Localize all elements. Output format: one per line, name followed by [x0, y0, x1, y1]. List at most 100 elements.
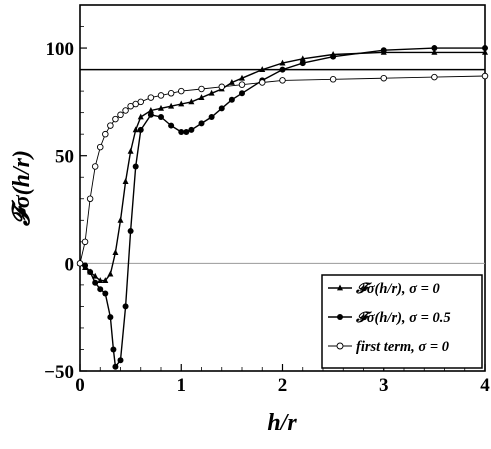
data-point-filled-circle [218, 105, 225, 112]
data-point-triangle [228, 79, 235, 85]
data-point-filled-circle [92, 279, 99, 286]
data-point-triangle [122, 178, 129, 184]
data-point-filled-circle [102, 290, 109, 297]
data-point-filled-circle [380, 47, 387, 54]
data-point-triangle [168, 102, 175, 109]
data-point-open-circle [112, 115, 119, 123]
data-point-filled-circle [208, 113, 215, 120]
data-point-triangle [92, 272, 99, 279]
data-point-filled-circle [330, 53, 337, 60]
data-point-filled-circle [178, 129, 185, 136]
data-point-open-circle [481, 72, 489, 80]
data-point-open-circle [137, 98, 144, 106]
data-point-open-circle [167, 90, 175, 97]
legend: 𝓕σ(h/r), σ = 0 𝓕σ(h/r), σ = 0.5 first term… [321, 274, 483, 369]
x-axis-title: h/r [267, 410, 297, 436]
data-point-open-circle [76, 260, 84, 267]
data-point-filled-circle [158, 113, 164, 120]
data-point-triangle [158, 104, 164, 111]
data-point-triangle [259, 66, 266, 72]
data-point-filled-circle [188, 126, 195, 133]
data-point-triangle [132, 126, 139, 133]
data-point-triangle [482, 48, 488, 55]
data-point-triangle [198, 94, 205, 100]
data-point-open-circle [91, 163, 99, 170]
data-point-open-circle [336, 342, 344, 350]
data-point-filled-circle [198, 120, 205, 127]
x-tick-label: 0 [75, 375, 85, 396]
series-line [79, 47, 485, 369]
data-point-filled-circle [337, 314, 343, 320]
data-point-triangle [117, 216, 124, 223]
data-point-open-circle [218, 83, 225, 91]
data-point-filled-circle [147, 111, 154, 118]
data-point-open-circle [157, 92, 165, 99]
data-point-filled-circle [107, 314, 114, 321]
data-point-triangle [239, 74, 245, 81]
x-tick-label: 4 [480, 375, 490, 396]
data-point-open-circle [117, 111, 124, 119]
x-tick-label: 2 [278, 375, 288, 396]
data-point-open-circle [147, 94, 155, 101]
data-point-open-circle [102, 130, 109, 138]
y-tick-label: 50 [55, 147, 74, 168]
data-point-filled-circle [97, 286, 104, 293]
series-2 [76, 72, 489, 267]
data-point-triangle [188, 98, 195, 105]
data-point-triangle [208, 89, 215, 96]
data-point-open-circle [259, 79, 266, 86]
data-point-filled-circle [168, 122, 175, 129]
x-axis-ticks: 0 1 2 3 4 [75, 364, 490, 396]
data-point-triangle [112, 249, 119, 255]
data-point-filled-circle [112, 363, 119, 370]
data-point-open-circle [380, 74, 388, 82]
y-tick-label: 100 [46, 39, 75, 60]
data-point-open-circle [107, 122, 114, 129]
data-point-filled-circle [279, 66, 286, 73]
data-point-filled-circle [183, 129, 190, 136]
y-tick-label: 0 [65, 254, 75, 275]
data-point-triangle [279, 59, 286, 66]
series-1 [77, 45, 488, 370]
data-point-filled-circle [299, 60, 306, 67]
x-tick-label: 3 [379, 375, 389, 396]
data-point-triangle [337, 284, 343, 291]
x-tick-label: 1 [177, 375, 187, 396]
data-point-triangle [431, 48, 438, 55]
data-point-open-circle [81, 238, 89, 246]
data-point-filled-circle [87, 268, 94, 275]
data-point-open-circle [86, 195, 94, 203]
data-point-filled-circle [239, 90, 245, 97]
data-point-filled-circle [127, 228, 134, 235]
data-point-triangle [299, 55, 306, 62]
data-point-open-circle [238, 81, 246, 88]
series-layer [76, 45, 489, 370]
y-axis-title: 𝓕σ(h/r) [9, 150, 35, 227]
data-point-open-circle [96, 143, 104, 151]
data-point-filled-circle [132, 163, 139, 170]
legend-label: 𝓕σ(h/r), σ = 0.5 [355, 310, 451, 326]
legend-box [321, 274, 483, 369]
data-point-filled-circle [228, 96, 235, 103]
data-point-triangle [127, 147, 134, 154]
y-tick-label: −50 [44, 362, 74, 383]
data-point-open-circle [279, 77, 286, 84]
data-point-filled-circle [117, 357, 124, 364]
data-point-filled-circle [110, 346, 117, 353]
data-point-filled-circle [137, 126, 144, 133]
legend-label: first term, σ = 0 [356, 339, 449, 355]
data-point-open-circle [177, 87, 185, 95]
data-point-open-circle [122, 107, 129, 114]
data-point-triangle [137, 113, 144, 120]
data-point-triangle [102, 277, 109, 283]
data-point-filled-circle [482, 45, 488, 52]
data-point-open-circle [198, 85, 205, 93]
series-0 [77, 48, 488, 283]
data-point-triangle [178, 100, 185, 107]
legend-label: 𝓕σ(h/r), σ = 0 [355, 281, 440, 297]
data-point-triangle [107, 270, 114, 277]
series-line [79, 51, 485, 282]
data-point-triangle [147, 106, 154, 113]
data-point-open-circle [431, 73, 438, 81]
